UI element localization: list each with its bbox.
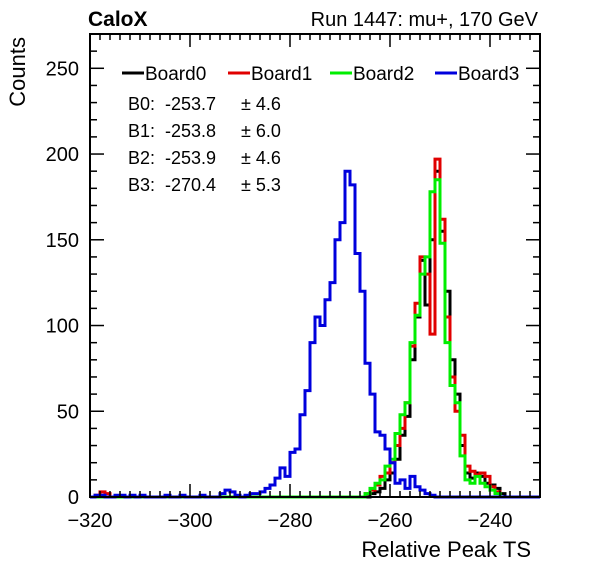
annotation-label: B0: bbox=[128, 94, 155, 114]
y-tick-label: 100 bbox=[46, 316, 79, 338]
annotation-mean: -253.8 bbox=[165, 121, 216, 141]
annotation-label: B3: bbox=[128, 175, 155, 195]
header-right-label: Run 1447: mu+, 170 GeV bbox=[311, 9, 539, 31]
series-line-board3 bbox=[90, 169, 540, 499]
plot-frame bbox=[89, 33, 541, 498]
annotation-label: B2: bbox=[128, 148, 155, 168]
legend-label-board2: Board2 bbox=[353, 64, 414, 85]
y-tick-label: 0 bbox=[68, 487, 79, 509]
legend-label-board3: Board3 bbox=[458, 64, 519, 85]
axis-layer: −320 −300 −280 −260 −240 0 50 100 150 200 250 bbox=[46, 33, 541, 532]
x-tick-label: −260 bbox=[367, 510, 412, 532]
annotation-uncertainty: ± 6.0 bbox=[241, 121, 281, 141]
legend: Board0 Board1 Board2 Board3 bbox=[122, 64, 519, 85]
y-tick-label: 250 bbox=[46, 58, 79, 80]
annotation-mean: -253.9 bbox=[165, 148, 216, 168]
annotation-mean: -253.7 bbox=[165, 94, 216, 114]
y-tick-label: 50 bbox=[57, 401, 79, 423]
x-tick-label: −320 bbox=[67, 510, 112, 532]
annotation-label: B1: bbox=[128, 121, 155, 141]
annotation-uncertainty: ± 4.6 bbox=[241, 94, 281, 114]
annotation-uncertainty: ± 4.6 bbox=[241, 148, 281, 168]
stats-annotations: B0: -253.7 ± 4.6 B1: -253.8 ± 6.0 B2: -253.9 ± 4… bbox=[128, 94, 281, 195]
y-axis-title: Counts bbox=[5, 37, 30, 107]
annotation-uncertainty: ± 5.3 bbox=[241, 175, 281, 195]
series-layer bbox=[90, 157, 540, 499]
x-tick-label: −280 bbox=[267, 510, 312, 532]
annotation-mean: -270.4 bbox=[165, 175, 216, 195]
x-tick-label: −300 bbox=[167, 510, 212, 532]
header-left-label: CaloX bbox=[88, 8, 148, 31]
x-axis-title: Relative Peak TS bbox=[361, 537, 531, 562]
legend-label-board0: Board0 bbox=[145, 64, 206, 85]
y-tick-label: 150 bbox=[46, 230, 79, 252]
legend-label-board1: Board1 bbox=[251, 64, 312, 85]
x-tick-label: −240 bbox=[467, 510, 512, 532]
y-tick-label: 200 bbox=[46, 144, 79, 166]
